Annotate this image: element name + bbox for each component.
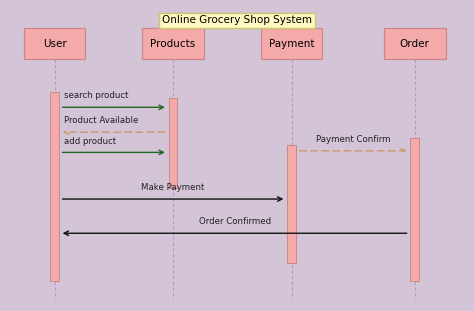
FancyBboxPatch shape <box>261 28 322 59</box>
FancyBboxPatch shape <box>24 28 85 59</box>
FancyBboxPatch shape <box>410 138 419 281</box>
Text: Order: Order <box>400 39 430 49</box>
Text: Products: Products <box>150 39 196 49</box>
Text: Online Grocery Shop System: Online Grocery Shop System <box>162 15 312 25</box>
Text: Payment: Payment <box>269 39 314 49</box>
FancyBboxPatch shape <box>287 145 296 263</box>
FancyBboxPatch shape <box>142 28 204 59</box>
Text: User: User <box>43 39 66 49</box>
Text: search product: search product <box>64 91 128 100</box>
FancyBboxPatch shape <box>384 28 446 59</box>
Text: add product: add product <box>64 137 116 146</box>
Text: Product Available: Product Available <box>64 116 138 125</box>
FancyBboxPatch shape <box>50 92 59 281</box>
Text: Payment Confirm: Payment Confirm <box>316 135 391 144</box>
Text: Order Confirmed: Order Confirmed <box>199 217 271 226</box>
FancyBboxPatch shape <box>169 98 177 188</box>
Text: Make Payment: Make Payment <box>141 183 205 192</box>
